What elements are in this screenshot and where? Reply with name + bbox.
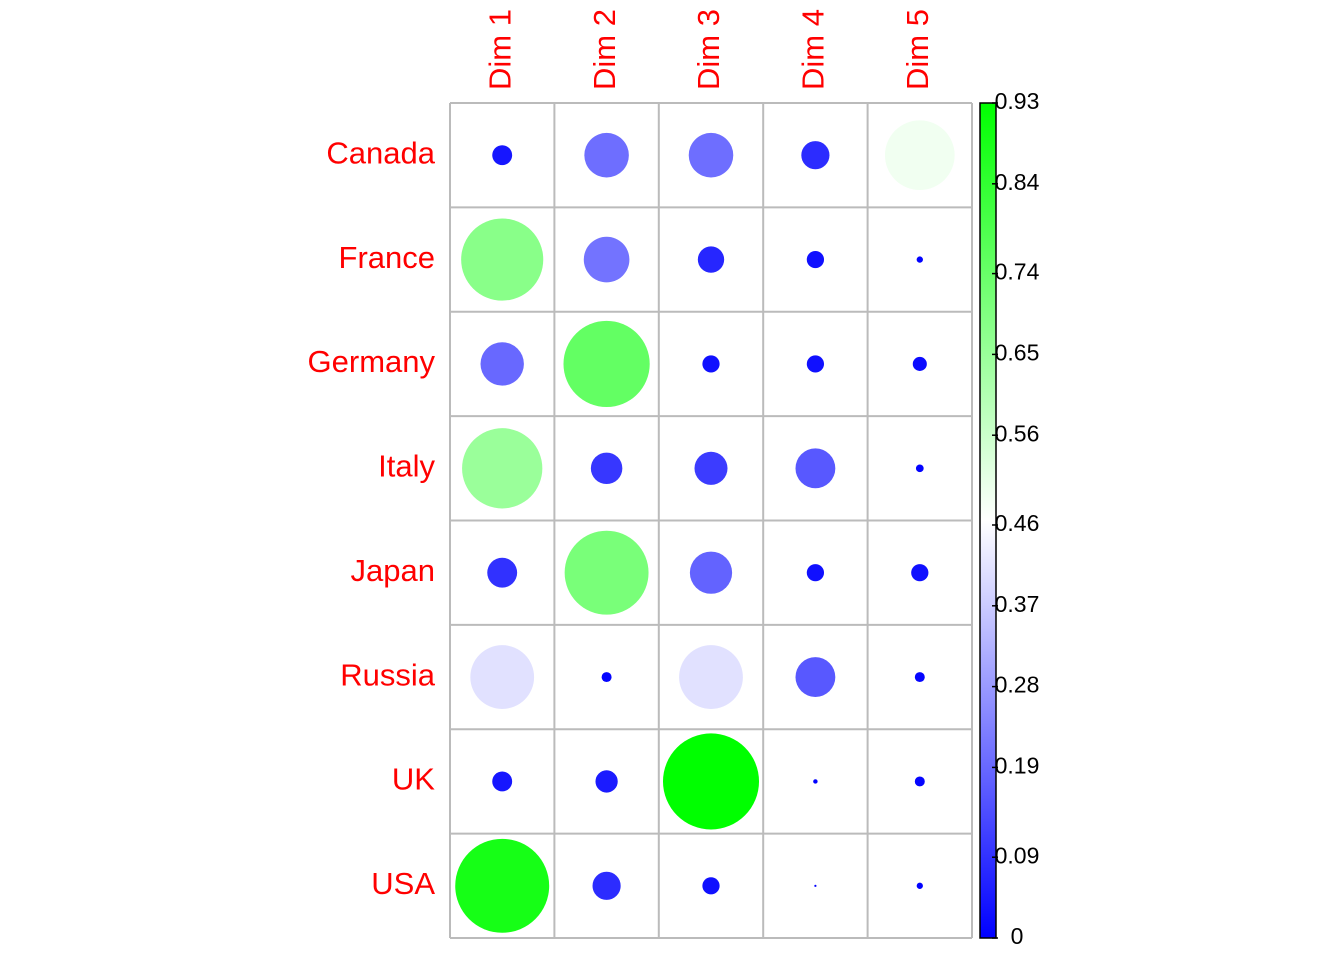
cell-circle bbox=[461, 218, 544, 301]
cell-circle bbox=[915, 464, 924, 473]
column-label: Dim 5 bbox=[900, 9, 935, 90]
row-label: Germany bbox=[308, 344, 436, 379]
row-label: France bbox=[339, 240, 435, 275]
cell-circle bbox=[584, 132, 629, 178]
cell-circle bbox=[462, 428, 543, 509]
row-label: Canada bbox=[326, 135, 435, 170]
colorbar bbox=[979, 102, 997, 939]
cell-circle bbox=[914, 672, 925, 683]
colorbar-tick-label: 0.37 bbox=[995, 591, 1040, 617]
colorbar-tick-label: 0.56 bbox=[995, 420, 1040, 446]
row-label: Japan bbox=[351, 553, 435, 588]
colorbar-tick-label: 0 bbox=[1011, 923, 1024, 949]
cell-circle bbox=[806, 564, 825, 582]
colorbar-tick-label: 0.09 bbox=[995, 842, 1040, 868]
cell-circle bbox=[916, 256, 923, 263]
cell-circle bbox=[595, 770, 618, 793]
colorbar-tick-label: 0.65 bbox=[995, 339, 1040, 365]
cell-circle bbox=[492, 771, 513, 792]
cell-circle bbox=[813, 779, 818, 784]
cell-circle bbox=[697, 246, 725, 273]
colorbar-tick-label: 0.84 bbox=[995, 169, 1040, 195]
colorbar-tick-label: 0.28 bbox=[995, 672, 1040, 698]
cell-circle bbox=[694, 451, 728, 485]
column-label: Dim 2 bbox=[587, 9, 622, 90]
cell-circle bbox=[795, 448, 836, 489]
cell-circle bbox=[795, 657, 836, 697]
cell-circle bbox=[806, 355, 825, 373]
cell-circle bbox=[702, 355, 720, 373]
cell-circle bbox=[487, 557, 518, 588]
cell-circle bbox=[455, 838, 550, 933]
cell-circle bbox=[583, 236, 630, 283]
cell-circle bbox=[884, 120, 955, 191]
cell-circle bbox=[689, 551, 733, 594]
cell-circle bbox=[470, 645, 535, 709]
cell-circle bbox=[916, 882, 923, 889]
cell-circle bbox=[601, 672, 612, 683]
cell-circle bbox=[801, 141, 830, 170]
cell-circle bbox=[564, 530, 649, 615]
cell-circle bbox=[480, 342, 524, 386]
cell-circle bbox=[563, 320, 650, 408]
cell-circle bbox=[662, 733, 760, 830]
cell-circle bbox=[806, 250, 825, 269]
row-label: Italy bbox=[378, 449, 435, 484]
cell-circle bbox=[592, 871, 621, 900]
cell-circle bbox=[814, 884, 817, 887]
cell-circle bbox=[702, 877, 720, 895]
cell-circle bbox=[914, 776, 925, 787]
row-label: Russia bbox=[340, 657, 436, 692]
cell-circle bbox=[688, 132, 734, 178]
column-label: Dim 3 bbox=[691, 9, 726, 90]
column-label: Dim 1 bbox=[482, 9, 517, 90]
cell-circle bbox=[911, 564, 929, 582]
colorbar-tick-label: 0.19 bbox=[995, 752, 1040, 778]
row-label: USA bbox=[371, 866, 435, 901]
colorbar-tick-label: 0.93 bbox=[995, 88, 1040, 114]
cell-circle bbox=[912, 356, 927, 371]
colorbar-tick-label: 0.46 bbox=[995, 510, 1040, 536]
cell-circle bbox=[679, 645, 743, 709]
cell-circle bbox=[492, 145, 513, 166]
colorbar-tick-label: 0.74 bbox=[995, 259, 1040, 285]
row-label: UK bbox=[392, 762, 435, 797]
cell-circle bbox=[590, 452, 623, 485]
column-label: Dim 4 bbox=[796, 9, 831, 90]
